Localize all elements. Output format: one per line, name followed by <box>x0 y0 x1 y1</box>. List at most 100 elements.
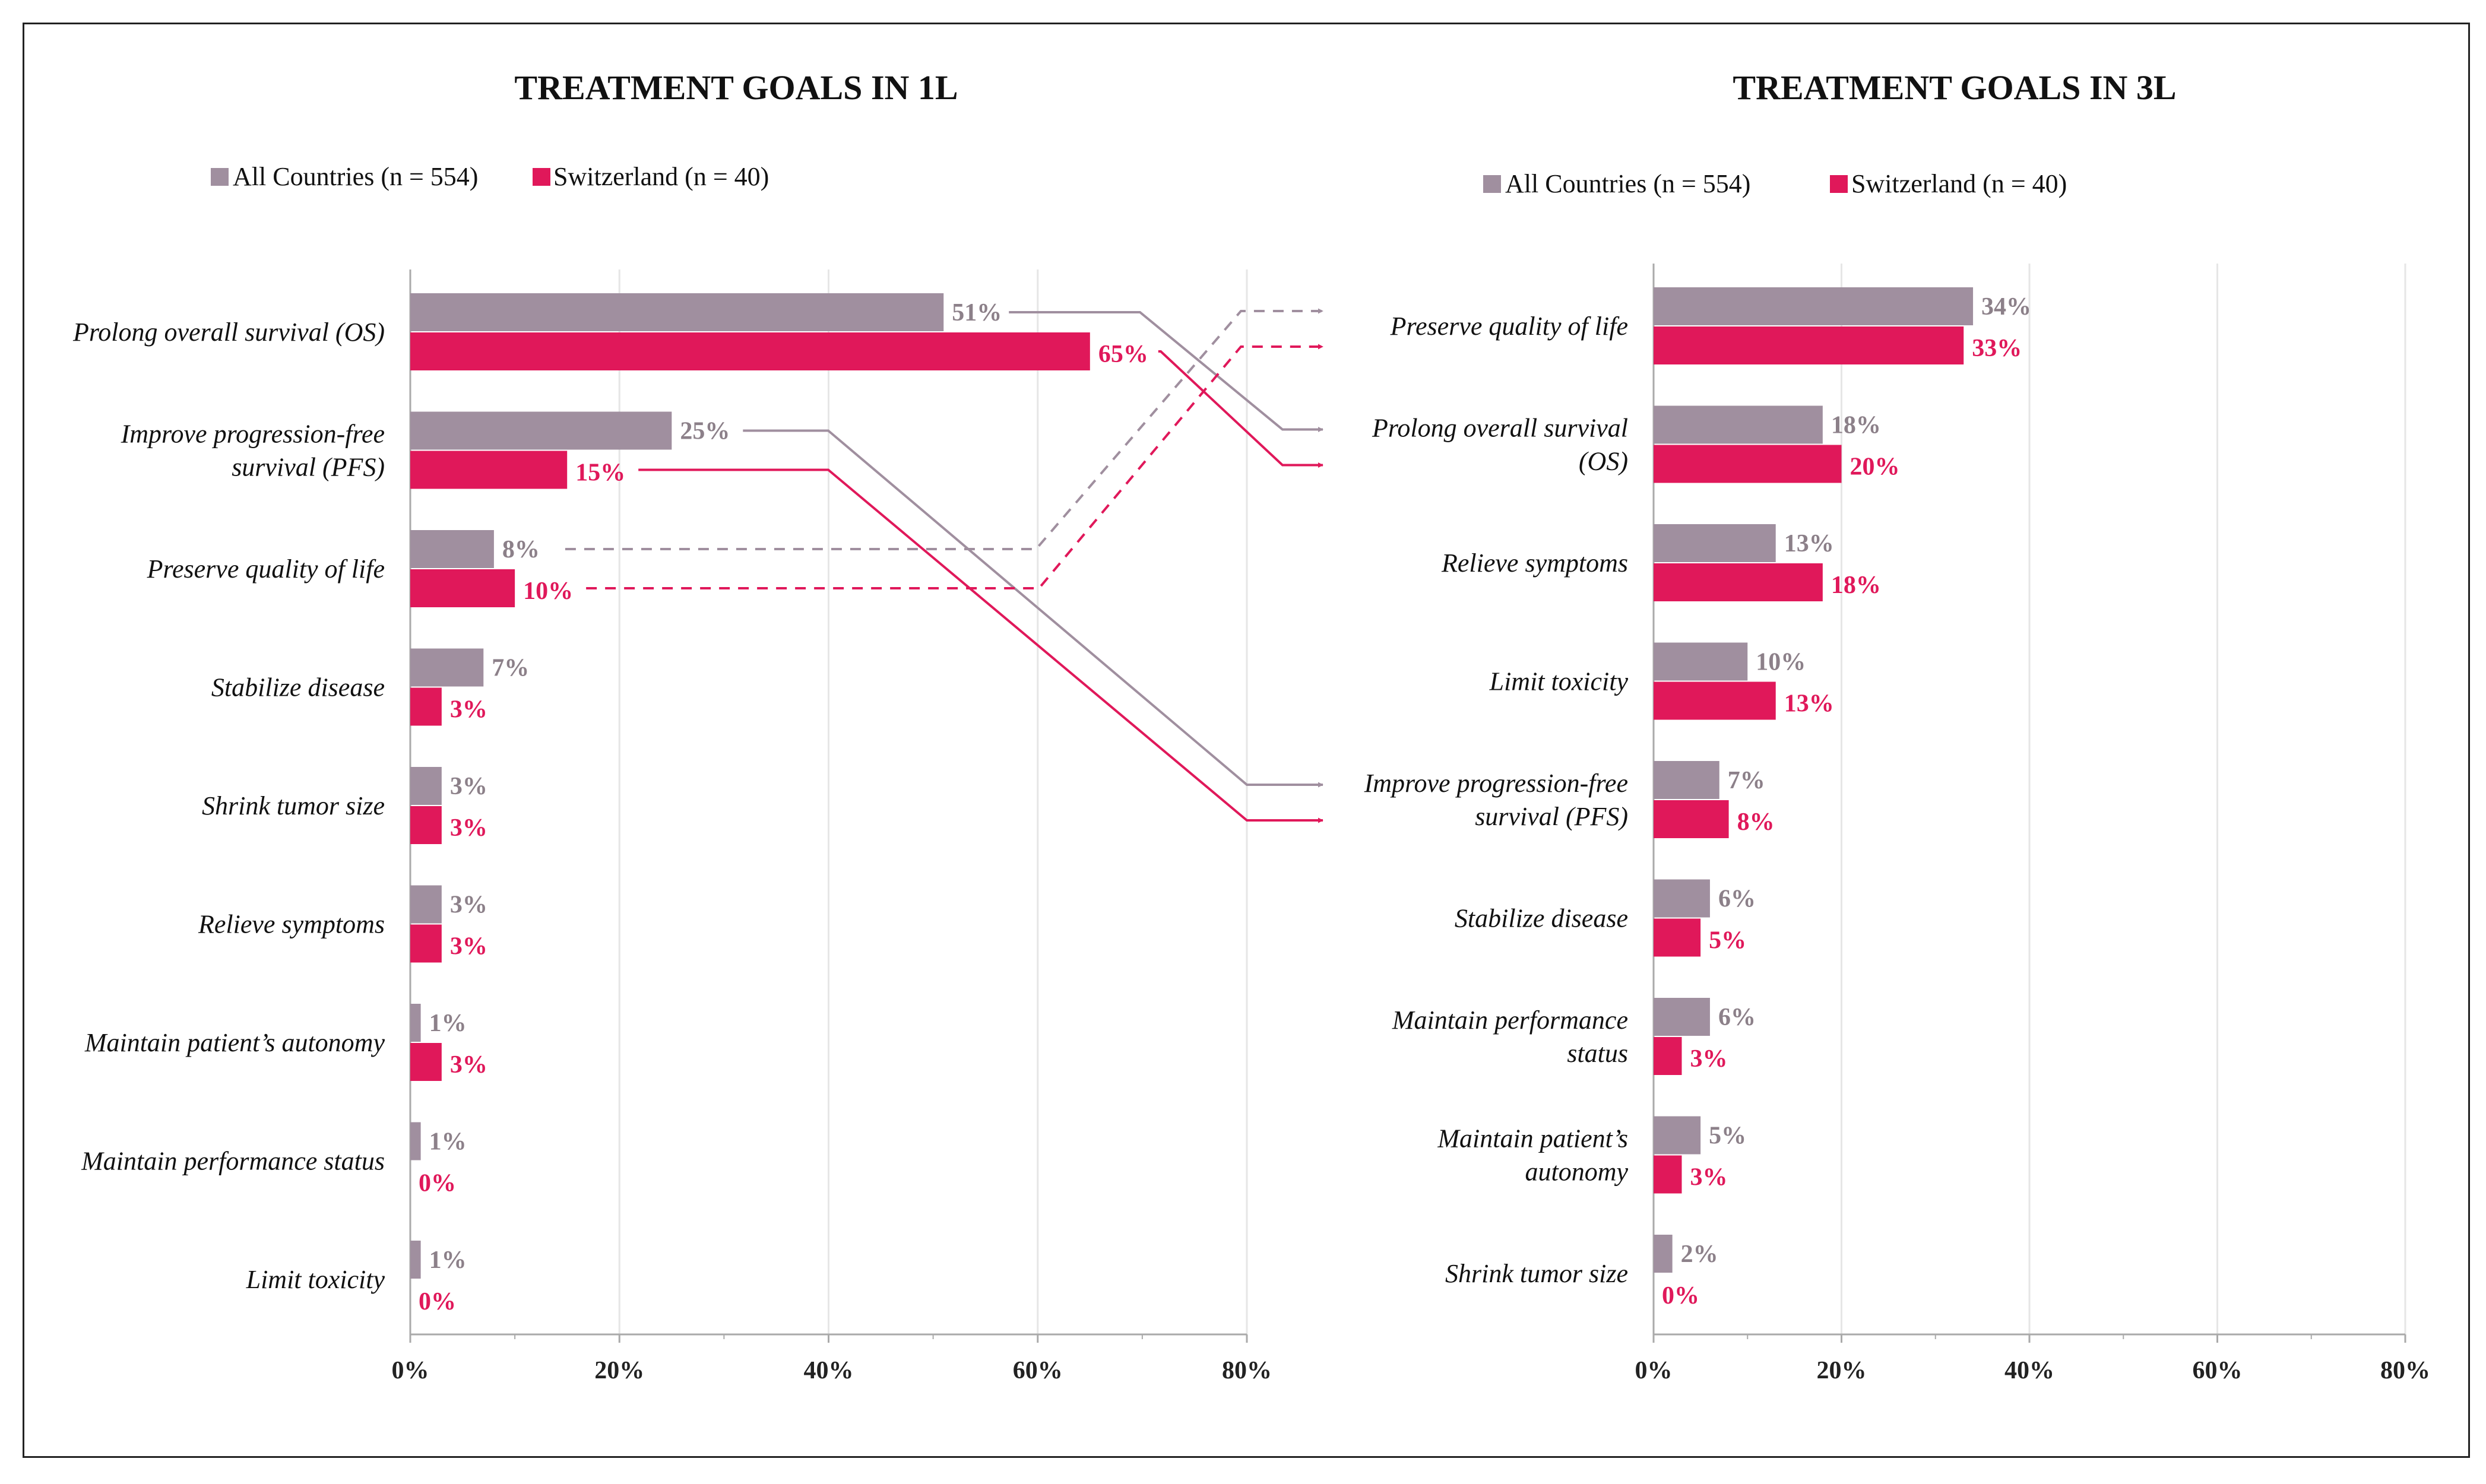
data-label-all-countries-3l: 7% <box>1728 767 1765 794</box>
legend-label-switzerland-1l: Switzerland (n = 40) <box>553 162 769 191</box>
data-label-switzerland-1l: 0% <box>419 1288 456 1315</box>
legend-label-switzerland-3l: Switzerland (n = 40) <box>1851 169 2067 198</box>
bar-switzerland-1l <box>410 332 1090 370</box>
legend-swatch-all-countries-3l <box>1483 175 1501 193</box>
chart-title-3l: TREATMENT GOALS IN 3L <box>1733 68 2176 107</box>
x-tick-label-3l: 0% <box>1635 1357 1673 1384</box>
category-label-line: Prolong overall survival (OS) <box>72 318 385 347</box>
category-label-line: (OS) <box>1579 447 1628 476</box>
connector-preserve-quality-of-life-switzerland <box>586 344 1323 589</box>
category-label-line: Maintain performance <box>1392 1006 1628 1035</box>
category-label-1l-limit-toxicity: Limit toxicity <box>246 1265 385 1294</box>
legend-swatch-all-countries-1l <box>211 168 229 186</box>
data-label-switzerland-1l: 0% <box>419 1170 456 1197</box>
bar-all-countries-3l <box>1654 998 1710 1036</box>
category-label-line: Maintain patient’s <box>1437 1124 1628 1153</box>
category-label-3l-preserve-quality-of-life: Preserve quality of life <box>1390 312 1628 341</box>
category-label-line: Maintain patient’s autonomy <box>84 1028 385 1057</box>
bar-all-countries-1l <box>410 767 442 805</box>
bar-all-countries-3l <box>1654 524 1776 562</box>
data-label-switzerland-1l: 3% <box>450 696 487 724</box>
category-label-3l-relieve-symptoms: Relieve symptoms <box>1441 548 1628 578</box>
bar-switzerland-1l <box>410 569 515 607</box>
category-label-3l-stabilize-disease: Stabilize disease <box>1455 904 1628 933</box>
bar-all-countries-3l <box>1654 879 1710 918</box>
category-label-line: Shrink tumor size <box>1445 1259 1628 1288</box>
figure-border <box>23 23 2470 1458</box>
bar-all-countries-3l <box>1654 1116 1701 1155</box>
category-label-line: survival (PFS) <box>1475 802 1628 831</box>
bar-all-countries-1l <box>410 1122 421 1160</box>
data-label-all-countries-1l: 7% <box>492 655 529 682</box>
bar-all-countries-1l <box>410 530 494 568</box>
bar-all-countries-1l <box>410 648 484 687</box>
bar-all-countries-1l <box>410 293 944 331</box>
data-label-all-countries-1l: 1% <box>429 1128 467 1156</box>
chart-title-1l: TREATMENT GOALS IN 1L <box>514 68 958 107</box>
data-label-switzerland-3l: 8% <box>1737 808 1775 836</box>
x-tick-label-3l: 60% <box>2193 1357 2243 1384</box>
bars <box>410 287 1974 1279</box>
x-tick-label-1l: 60% <box>1013 1357 1063 1384</box>
data-label-all-countries-1l: 51% <box>952 299 1002 326</box>
category-label-line: Improve progression-free <box>121 420 385 449</box>
bar-switzerland-1l <box>410 1043 442 1081</box>
legend-swatch-switzerland-3l <box>1830 175 1848 193</box>
data-label-all-countries-3l: 2% <box>1681 1241 1718 1268</box>
category-label-line: Maintain performance status <box>81 1147 385 1176</box>
legend-swatch-switzerland-1l <box>533 168 550 186</box>
bar-all-countries-3l <box>1654 287 1974 325</box>
category-label-1l-preserve-quality-of-life: Preserve quality of life <box>147 554 385 584</box>
x-tick-label-3l: 40% <box>2004 1357 2054 1384</box>
bar-switzerland-1l <box>410 687 442 726</box>
data-label-switzerland-3l: 3% <box>1690 1045 1727 1073</box>
category-label-1l-stabilize-disease: Stabilize disease <box>211 673 385 702</box>
data-label-switzerland-1l: 3% <box>450 1051 487 1079</box>
data-label-switzerland-1l: 65% <box>1098 341 1148 368</box>
data-label-switzerland-3l: 5% <box>1709 927 1746 955</box>
legend-label-all-countries-1l: All Countries (n = 554) <box>233 162 478 191</box>
category-label-3l-prolong-overall-survival-os: Prolong overall survival (OS) <box>1372 414 1628 476</box>
data-label-switzerland-1l: 15% <box>575 459 625 487</box>
category-label-1l-maintain-performance-status: Maintain performance status <box>81 1147 385 1176</box>
data-label-all-countries-1l: 3% <box>450 892 487 919</box>
bar-all-countries-1l <box>410 1004 421 1042</box>
x-tick-label-3l: 20% <box>1817 1357 1867 1384</box>
bar-switzerland-3l <box>1654 326 1964 364</box>
data-label-all-countries-1l: 1% <box>429 1247 467 1274</box>
data-label-switzerland-3l: 18% <box>1831 572 1881 599</box>
connector-prolong-overall-survival-os-all-countries <box>1009 311 1323 432</box>
data-label-switzerland-3l: 13% <box>1784 690 1834 718</box>
bar-switzerland-3l <box>1654 800 1729 838</box>
bar-all-countries-3l <box>1654 1235 1673 1273</box>
data-label-switzerland-3l: 20% <box>1850 454 1900 481</box>
category-label-line: Relieve symptoms <box>1441 548 1628 578</box>
bar-switzerland-3l <box>1654 445 1842 483</box>
bar-switzerland-3l <box>1654 681 1776 720</box>
bar-all-countries-1l <box>410 1241 421 1279</box>
data-label-all-countries-3l: 5% <box>1709 1122 1746 1150</box>
bar-switzerland-3l <box>1654 563 1823 601</box>
category-label-3l-maintain-performance-status: Maintain performance status <box>1392 1006 1628 1068</box>
category-label-1l-relieve-symptoms: Relieve symptoms <box>198 910 385 939</box>
bar-all-countries-3l <box>1654 761 1719 799</box>
x-tick-label-1l: 20% <box>594 1357 644 1384</box>
category-label-line: status <box>1567 1039 1628 1068</box>
category-label-line: survival (PFS) <box>232 453 385 482</box>
bar-all-countries-1l <box>410 885 442 924</box>
category-label-1l-maintain-patient-s-autonomy: Maintain patient’s autonomy <box>84 1028 385 1057</box>
bar-all-countries-3l <box>1654 642 1748 681</box>
category-label-line: Stabilize disease <box>1455 904 1628 933</box>
category-label-line: Shrink tumor size <box>202 791 385 820</box>
bar-switzerland-3l <box>1654 918 1701 957</box>
category-label-line: Stabilize disease <box>211 673 385 702</box>
data-label-switzerland-1l: 3% <box>450 814 487 842</box>
connector-improve-progression-free-survival-pfs-all-countries <box>743 429 1323 788</box>
category-label-3l-improve-progression-free-survival-pfs: Improve progression-free survival (PFS) <box>1364 769 1628 831</box>
category-label-line: Improve progression-free <box>1364 769 1628 798</box>
category-label-3l-shrink-tumor-size: Shrink tumor size <box>1445 1259 1628 1288</box>
data-label-all-countries-3l: 13% <box>1784 530 1834 557</box>
data-label-switzerland-1l: 10% <box>523 578 573 605</box>
